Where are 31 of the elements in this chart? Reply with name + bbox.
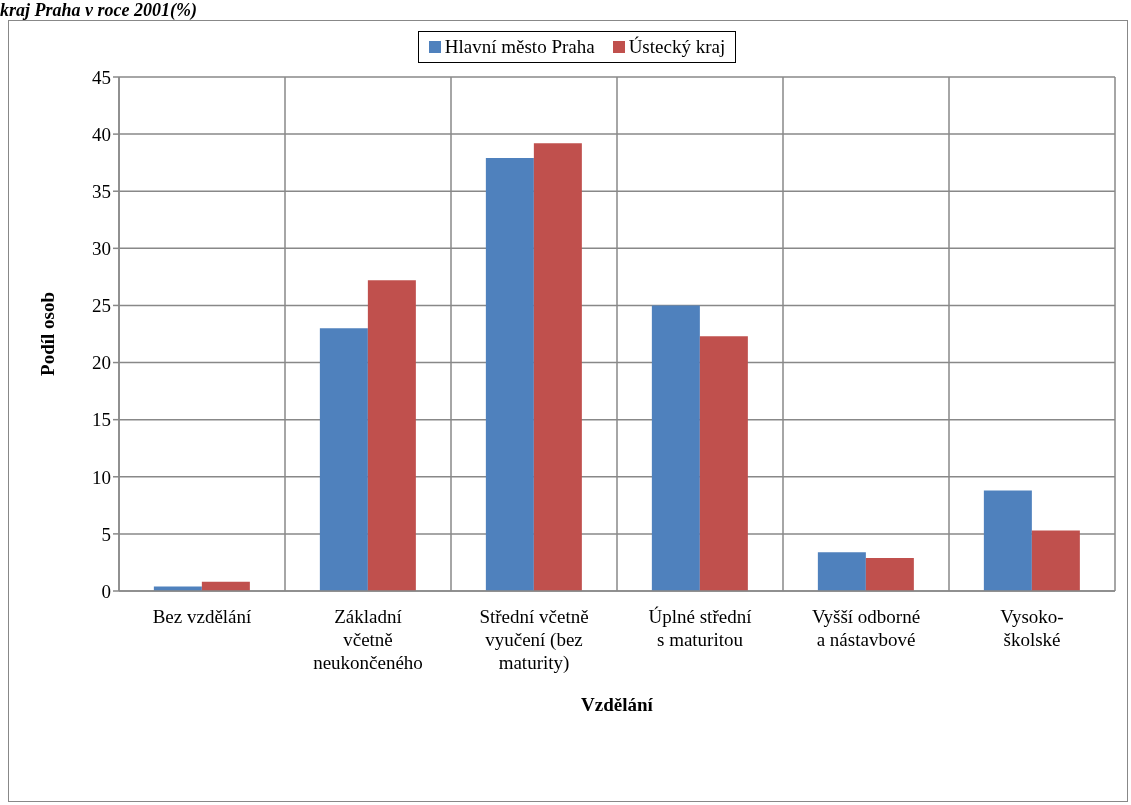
bar (367, 280, 416, 591)
x-tick-label: Střední včetně vyučení (bez maturity) (479, 606, 589, 674)
x-tick-label: Vyšší odborné a nástavbové (811, 606, 921, 650)
bar (699, 336, 748, 591)
y-tick-label: 20 (92, 352, 111, 374)
legend-label: Hlavní město Praha (443, 36, 595, 58)
bar (533, 143, 582, 591)
legend-label: Ústecký kraj (627, 36, 726, 58)
y-tick-label: 40 (92, 123, 111, 145)
y-tick-label: 45 (92, 66, 111, 88)
x-axis-title: Vzdělání (581, 694, 654, 715)
bar (1031, 530, 1080, 591)
bar (983, 490, 1032, 591)
y-tick-label: 10 (92, 466, 111, 488)
bar (319, 328, 368, 591)
y-tick-label: 30 (92, 238, 111, 260)
bar (817, 552, 866, 591)
bar (485, 158, 534, 591)
y-tick-label: 15 (92, 409, 111, 431)
y-axis-title: Podíl osob (36, 292, 58, 376)
bar (865, 557, 914, 591)
x-tick-label: Úplné střední s maturitou (648, 606, 753, 650)
chart-title: kraj Praha v roce 2001(%) (0, 0, 197, 21)
bar (651, 305, 700, 591)
x-tick-label: Bez vzdělání (152, 606, 253, 627)
y-tick-label: 35 (92, 180, 111, 202)
x-tick-label: Základní včetně neukončeného (313, 606, 423, 673)
y-tick-label: 25 (92, 295, 111, 317)
y-tick-label: 5 (101, 523, 111, 545)
y-tick-label: 0 (101, 580, 111, 602)
x-tick-label: Vysoko- školské (1000, 606, 1064, 650)
